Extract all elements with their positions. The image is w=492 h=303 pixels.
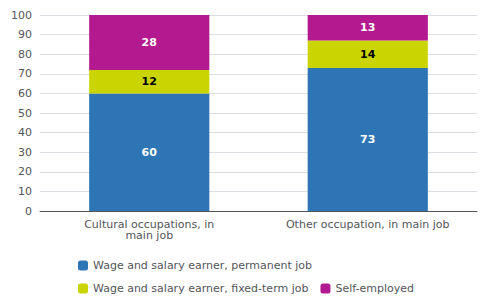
svg-text:12: 12 — [142, 75, 157, 88]
svg-text:60: 60 — [142, 146, 158, 159]
svg-text:Wage and salary earner, fixed-: Wage and salary earner, fixed-term job — [93, 282, 308, 295]
svg-text:13: 13 — [360, 21, 375, 34]
svg-text:0: 0 — [25, 205, 32, 218]
svg-text:70: 70 — [18, 67, 32, 80]
svg-text:30: 30 — [18, 146, 32, 159]
svg-text:100: 100 — [11, 9, 32, 22]
svg-text:Wage and salary earner, perman: Wage and salary earner, permanent job — [93, 259, 312, 272]
svg-text:Other occupation, in main job: Other occupation, in main job — [286, 218, 450, 231]
svg-text:10: 10 — [18, 185, 32, 198]
svg-text:90: 90 — [18, 28, 32, 41]
svg-text:28: 28 — [142, 36, 157, 49]
svg-text:Self-employed: Self-employed — [335, 282, 414, 295]
svg-text:80: 80 — [18, 48, 32, 61]
svg-text:73: 73 — [360, 133, 375, 146]
svg-text:50: 50 — [18, 107, 32, 120]
svg-text:main job: main job — [125, 229, 173, 242]
svg-text:14: 14 — [360, 48, 376, 61]
svg-text:20: 20 — [18, 165, 32, 178]
svg-text:Cultural occupations, in: Cultural occupations, in — [84, 218, 215, 231]
svg-text:60: 60 — [18, 87, 32, 100]
svg-text:40: 40 — [18, 126, 32, 139]
